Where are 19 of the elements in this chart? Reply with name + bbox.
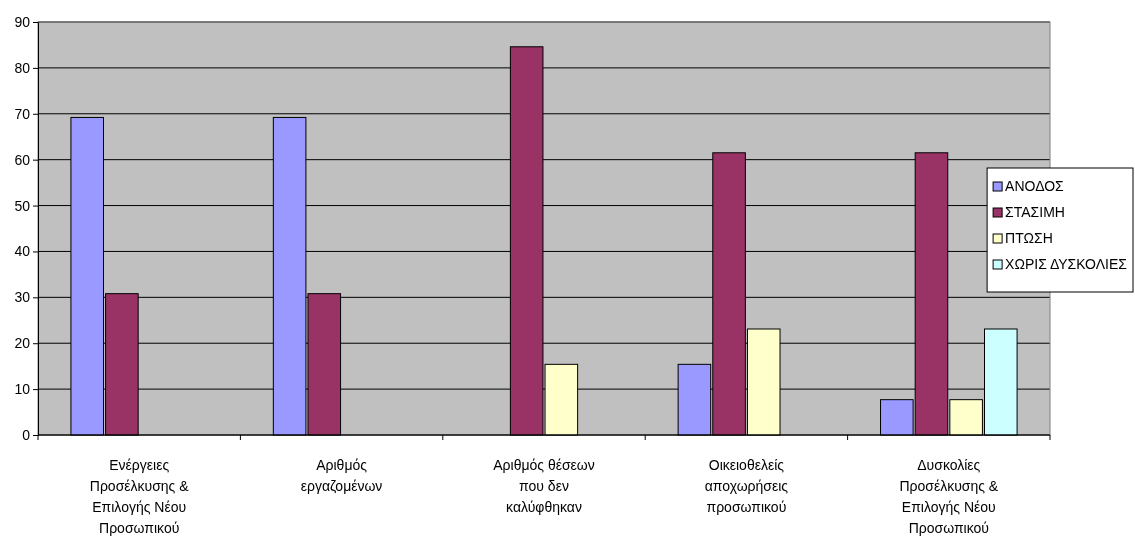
y-tick-label: 20 — [14, 335, 31, 352]
y-tick-label: 80 — [14, 59, 31, 76]
y-tick-label: 30 — [14, 289, 31, 306]
x-tick-label: Ενέργειες Προσέλκυσης & Επιλογής Νέου Προσωπικού — [89, 457, 190, 536]
x-tick-label: Οικειοθελείς αποχωρήσεις προσωπικού — [704, 457, 789, 515]
y-tick-label: 70 — [14, 105, 31, 122]
y-tick-label: 50 — [14, 197, 31, 214]
x-tick-label: Αριθμός εργαζομένων — [300, 457, 383, 494]
x-tick-label: Δυσκολίες Προσέλκυσης & Επιλογής Νέου Προσωπικού — [899, 457, 999, 536]
x-tick-label: Αριθμός θέσεων που δεν καλύφθηκαν — [493, 457, 595, 515]
y-tick-label: 60 — [14, 151, 31, 168]
legend-label: ΧΩΡΙΣ ΔΥΣΚΟΛΙΕΣ — [1005, 256, 1128, 272]
y-tick-label: 40 — [14, 243, 31, 260]
y-tick-label: 0 — [22, 426, 31, 443]
y-tick-label: 10 — [14, 381, 31, 398]
legend-label: ΑΝΟΔΟΣ — [1005, 178, 1065, 194]
y-tick-label: 90 — [14, 13, 31, 30]
legend-label: ΣΤΑΣΙΜΗ — [1005, 204, 1065, 220]
legend-label: ΠΤΩΣΗ — [1005, 230, 1053, 246]
